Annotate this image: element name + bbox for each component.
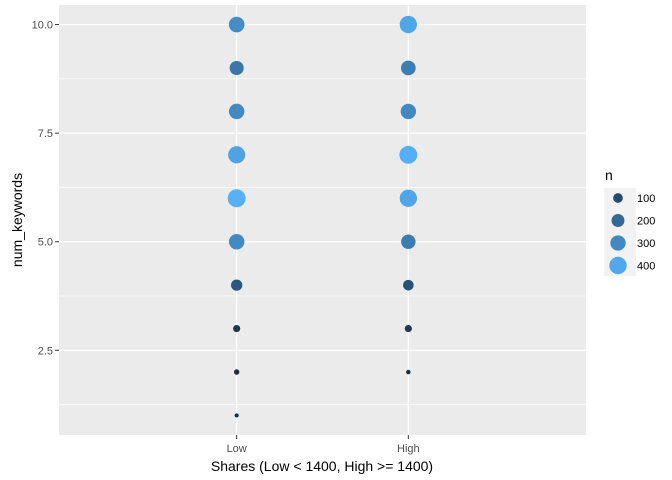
major-gridlines [59, 5, 586, 435]
legend-title: n [605, 167, 613, 183]
y-axis-label: num_keywords [9, 173, 25, 267]
legend-label: 100 [637, 193, 655, 205]
data-points [227, 15, 418, 418]
data-point [228, 103, 245, 120]
x-tick-label: Low [227, 443, 247, 455]
plot-panel [59, 5, 586, 435]
legend-key [613, 193, 623, 203]
data-point [229, 60, 244, 76]
data-point [399, 15, 418, 34]
legend-key [609, 256, 627, 275]
x-tick-label: High [397, 443, 420, 455]
data-point [406, 369, 411, 375]
x-axis-label: Shares (Low < 1400, High >= 1400) [211, 458, 433, 474]
data-point [400, 60, 416, 76]
data-point [233, 369, 240, 375]
legend-label: 400 [637, 261, 655, 273]
data-point [233, 324, 241, 333]
data-point [228, 16, 245, 33]
data-point [228, 233, 245, 250]
data-point [227, 189, 246, 208]
y-tick-label: 7.5 [38, 128, 53, 140]
data-point [234, 413, 239, 418]
y-tick-label: 5.0 [38, 237, 53, 249]
data-point [399, 189, 418, 207]
data-point [399, 145, 418, 164]
data-point [404, 324, 412, 333]
legend-label: 200 [637, 216, 655, 228]
data-point [401, 234, 416, 249]
data-point [403, 279, 414, 291]
legend: n 100 200 300 400 [604, 167, 655, 276]
y-tick-label: 2.5 [38, 345, 53, 357]
data-point [400, 103, 417, 120]
legend-label: 300 [637, 238, 655, 250]
data-point [228, 146, 246, 164]
y-tick-label: 10.0 [32, 20, 53, 32]
y-axis-ticks: 2.5 5.0 7.5 10.0 [32, 20, 59, 357]
minor-gridlines [59, 78, 586, 405]
legend-key [611, 214, 625, 227]
x-axis-ticks: Low High [227, 435, 420, 455]
data-point [231, 279, 243, 291]
legend-key [610, 235, 626, 251]
